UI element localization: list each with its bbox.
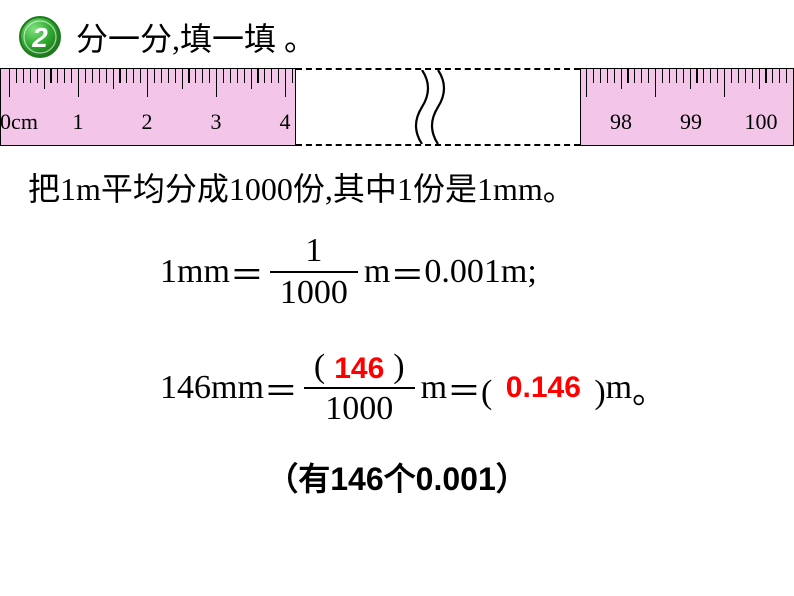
- unit-mm: mm: [493, 171, 543, 207]
- lhs-value: 1: [160, 253, 177, 291]
- answer-decimal: 0.146: [506, 371, 581, 405]
- question-number-badge: 2: [18, 15, 62, 59]
- text: 1: [397, 171, 413, 207]
- ruler-label: 4: [280, 109, 291, 135]
- rhs-unit: m: [501, 253, 527, 291]
- question-title: 分一分,填一填 。: [76, 14, 316, 60]
- fraction-denominator: 1000: [315, 389, 403, 426]
- equals: ＝: [230, 248, 264, 297]
- text: 1000: [229, 171, 293, 207]
- ruler-label: 0cm: [0, 109, 38, 135]
- text: 1: [60, 171, 76, 207]
- lhs-unit: mm: [177, 253, 230, 291]
- rhs-unit: m: [606, 369, 632, 407]
- unit-m: m: [76, 171, 101, 207]
- ruler-label: 99: [680, 109, 702, 135]
- text: （有: [266, 461, 330, 497]
- ruler-break-icon: [410, 70, 456, 144]
- fraction: ( ) 146 1000: [304, 350, 415, 426]
- fraction-numerator: 1: [295, 234, 332, 271]
- equation-2: 146mm ＝ ( ) 146 1000 m ＝ ( ) 0.146 m 。: [160, 350, 794, 426]
- svg-text:2: 2: [31, 22, 48, 53]
- text: 份是: [413, 171, 477, 207]
- lhs-unit: mm: [211, 369, 264, 407]
- ruler-label: 2: [142, 109, 153, 135]
- rhs-unit: m: [364, 253, 390, 291]
- blank-2: ( ) 0.146: [481, 364, 606, 413]
- fraction-numerator: ( ) 146: [304, 350, 415, 387]
- ruler-right-segment: 98 99 100: [580, 68, 794, 146]
- ruler-graphic: 0cm 1 2 3 4 98 99 100: [0, 68, 794, 146]
- equals: ＝: [390, 248, 424, 297]
- answer-numerator: 146: [334, 354, 384, 384]
- text: ）: [496, 461, 528, 497]
- ruler-label: 98: [610, 109, 632, 135]
- ruler-label: 3: [211, 109, 222, 135]
- explanation-line-1: 把1m平均分成1000份,其中1份是1mm。: [28, 164, 794, 210]
- fraction: 1 1000: [270, 234, 358, 310]
- rhs-value: 0.001: [424, 253, 501, 291]
- tail: ;: [527, 253, 536, 291]
- equals: ＝: [447, 364, 481, 413]
- rhs-unit: m: [421, 369, 447, 407]
- text: 平均分成: [101, 171, 229, 207]
- header: 2 分一分,填一填 。: [0, 0, 794, 60]
- text: 份,其中: [293, 171, 397, 207]
- equals: ＝: [264, 364, 298, 413]
- tail: 。: [632, 364, 666, 413]
- ruler-label: 1: [73, 109, 84, 135]
- equation-1: 1mm ＝ 1 1000 m ＝ 0.001m ;: [160, 234, 794, 310]
- text: 个: [384, 461, 416, 497]
- fraction-denominator: 1000: [270, 273, 358, 310]
- ruler-left-segment: 0cm 1 2 3 4: [0, 68, 296, 146]
- text: 把: [28, 171, 60, 207]
- decimal: 0.001: [416, 461, 496, 497]
- count: 146: [330, 461, 383, 497]
- lhs-value: 146: [160, 369, 211, 407]
- text: 。: [543, 171, 575, 207]
- explanation-line-3: （有146个0.001）: [0, 454, 794, 500]
- text: 1: [477, 171, 493, 207]
- ruler-label: 100: [745, 109, 778, 135]
